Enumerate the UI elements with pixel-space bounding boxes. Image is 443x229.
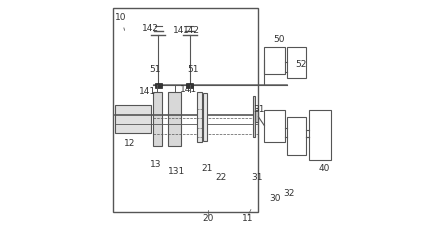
Bar [287, 117, 306, 155]
Bar [168, 92, 181, 146]
Bar [152, 92, 162, 146]
Text: 32: 32 [284, 189, 295, 198]
Bar [197, 92, 202, 142]
Text: 13: 13 [150, 160, 162, 169]
Text: 51: 51 [149, 65, 160, 74]
Text: 131: 131 [167, 166, 185, 176]
Bar [253, 96, 256, 137]
Bar [309, 110, 331, 160]
Text: 22: 22 [215, 173, 227, 182]
Bar [203, 93, 207, 141]
Text: 11: 11 [242, 214, 254, 223]
Text: 21: 21 [201, 164, 213, 173]
Text: 31: 31 [253, 106, 264, 114]
Text: 141: 141 [180, 85, 197, 94]
Bar [113, 8, 258, 212]
Text: 31: 31 [252, 173, 263, 182]
Bar [287, 47, 306, 78]
Bar [264, 110, 285, 142]
Bar [115, 105, 152, 133]
Text: 12: 12 [124, 139, 136, 148]
Text: 142: 142 [142, 24, 159, 33]
Text: 51: 51 [187, 65, 199, 74]
Bar [264, 47, 285, 74]
Bar [255, 110, 258, 123]
Text: 141: 141 [140, 87, 156, 96]
Text: 30: 30 [269, 194, 280, 203]
Text: 142: 142 [183, 26, 199, 35]
Text: 50: 50 [273, 35, 285, 44]
Text: 20: 20 [202, 214, 214, 223]
Text: 14: 14 [173, 26, 184, 35]
Text: 40: 40 [319, 164, 330, 173]
Bar [155, 83, 162, 88]
Text: 10: 10 [115, 13, 127, 22]
Bar [187, 83, 193, 88]
Text: 52: 52 [295, 60, 307, 69]
